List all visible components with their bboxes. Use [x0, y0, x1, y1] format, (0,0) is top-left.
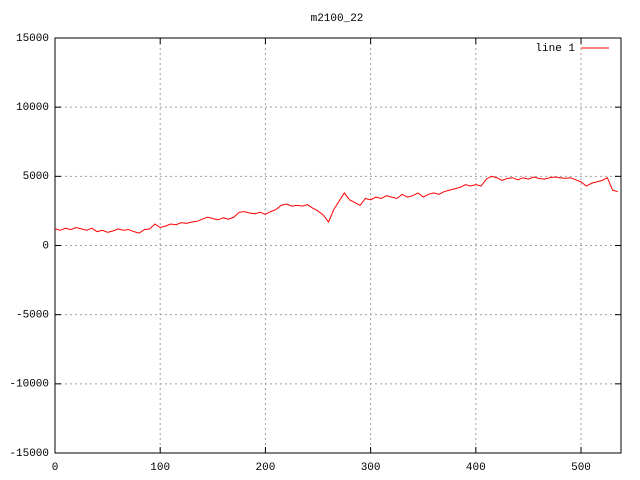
x-tick-label: 400 [466, 462, 486, 474]
plot-border [54, 37, 622, 454]
y-tick-label: 5000 [23, 171, 49, 183]
y-tick-label: 15000 [16, 33, 49, 45]
x-tick-label: 0 [52, 462, 59, 474]
x-tick-label: 300 [361, 462, 381, 474]
y-tick-label: -15000 [9, 448, 49, 460]
y-tick-label: -10000 [9, 379, 49, 391]
y-tick-label: 0 [42, 240, 49, 252]
data-line [54, 175, 618, 234]
legend-label: line 1 [535, 43, 575, 55]
y-tick-label: -5000 [16, 310, 49, 322]
x-tick-label: 100 [150, 462, 170, 474]
x-tick-label: 500 [571, 462, 591, 474]
chart-title: m2100_22 [311, 13, 364, 25]
x-tick-label: 200 [256, 462, 276, 474]
y-tick-label: 10000 [16, 102, 49, 114]
